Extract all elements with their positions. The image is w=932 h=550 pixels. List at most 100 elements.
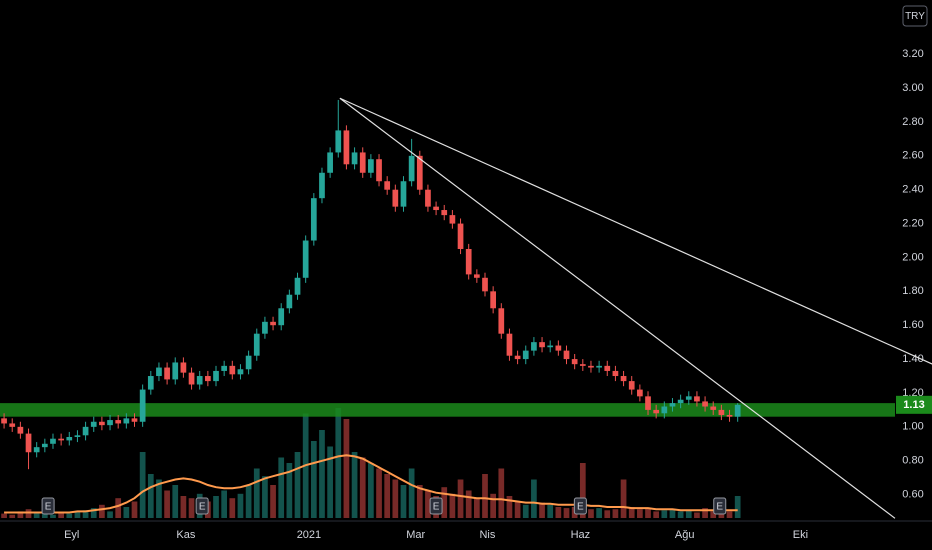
candle-body (90, 421, 97, 427)
volume-bar (115, 498, 122, 518)
volume-bar (33, 512, 40, 518)
x-tick-label: Haz (571, 529, 591, 541)
candle-body (645, 396, 651, 410)
candle-body (156, 367, 162, 377)
volume-bar (50, 514, 56, 518)
candle-body (490, 291, 496, 309)
volume-bar (506, 496, 513, 518)
y-tick-label: 0.60 (902, 488, 923, 500)
x-tick-label: Ağu (675, 529, 695, 541)
trend-line (339, 97, 932, 365)
candle-body (17, 426, 24, 434)
candle-body (416, 155, 423, 190)
candle-body (237, 369, 244, 375)
candle-body (310, 198, 317, 241)
candle-body (123, 418, 130, 424)
candle-body (522, 350, 529, 360)
candle-body (302, 240, 309, 278)
volume-bar (41, 513, 48, 518)
volume-bar (139, 452, 146, 518)
x-tick-label: Nis (479, 529, 495, 541)
volume-bar (164, 490, 170, 518)
candle-body (82, 426, 89, 436)
candle-body (482, 277, 488, 292)
volume-bar (710, 511, 717, 518)
candle-body (661, 406, 668, 414)
candle-body (473, 274, 480, 278)
volume-bar (653, 511, 660, 518)
volume-bar (734, 496, 741, 518)
volume-bar (482, 474, 488, 518)
volume-bar (245, 485, 252, 518)
volume-bar (319, 430, 325, 518)
candle-body (351, 152, 358, 165)
volume-bar (131, 501, 138, 518)
volume-bar (604, 510, 611, 518)
volume-bar (147, 474, 154, 518)
candle-body (457, 223, 464, 249)
earnings-marker (713, 497, 727, 515)
volume-bar (25, 509, 32, 518)
candle-body (433, 206, 439, 211)
candle-body (319, 172, 325, 199)
last-price-tag (896, 395, 932, 414)
volume-bar (278, 457, 285, 518)
candle-body (677, 399, 684, 404)
volume-bar (677, 511, 684, 518)
candle-body (612, 370, 619, 377)
volume-bar (123, 507, 130, 518)
candle-body (694, 396, 700, 402)
candle-body (596, 365, 602, 368)
candle-body (327, 152, 333, 173)
volume-bar (286, 463, 293, 518)
candle-body (547, 345, 554, 348)
volume-bar (58, 512, 64, 518)
candle-body (286, 294, 293, 309)
candle-body (50, 438, 56, 444)
volume-bar (294, 452, 301, 518)
volume-bar (107, 511, 113, 518)
earnings-label: E (716, 502, 723, 513)
candle-body (384, 181, 391, 190)
volume-bar (262, 476, 268, 518)
candle-body (588, 365, 594, 368)
candle-body (539, 342, 545, 348)
y-tick-label: 1.80 (902, 285, 923, 297)
y-tick-label: 3.20 (902, 48, 923, 60)
y-tick-label: 2.60 (902, 150, 923, 162)
candle-body (213, 370, 219, 382)
volume-bar (156, 479, 162, 518)
currency-box[interactable] (902, 5, 928, 27)
candle-body (579, 364, 586, 366)
earnings-marker (195, 497, 209, 515)
candle-body (115, 420, 122, 424)
volume-ma-line (4, 454, 738, 514)
candle-body (294, 277, 301, 295)
volume-bar (465, 490, 472, 518)
candle-body (620, 376, 627, 382)
candle-body (531, 342, 537, 351)
volume-bar (82, 510, 89, 518)
candle-body (710, 406, 717, 410)
volume-bar (327, 446, 333, 518)
candle-body (441, 210, 448, 216)
x-tick-label: Mar (406, 529, 425, 541)
candle-body (221, 365, 228, 371)
candle-body (139, 389, 146, 422)
earnings-marker (429, 497, 443, 515)
candle-body (164, 367, 170, 380)
candle-body (172, 362, 179, 380)
candle-body (506, 333, 513, 356)
candle-body (262, 321, 268, 334)
y-tick-label: 1.60 (902, 319, 923, 331)
volume-bar (685, 510, 692, 518)
volume-bar (661, 510, 668, 518)
volume-bar (270, 485, 276, 518)
volume-bar (637, 509, 643, 518)
volume-bar (718, 512, 725, 518)
volume-bar (579, 463, 586, 518)
volume-bar (596, 508, 602, 518)
volume-bar (555, 507, 562, 518)
candle-body (685, 396, 692, 400)
